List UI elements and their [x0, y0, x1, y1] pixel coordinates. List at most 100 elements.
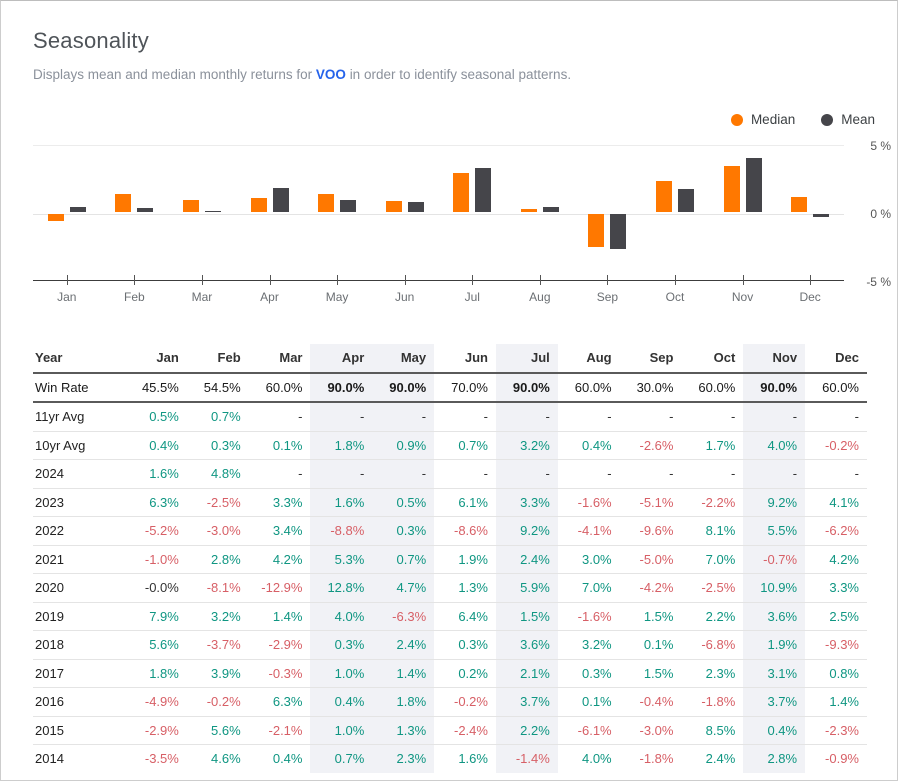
cell: 6.3%: [125, 488, 187, 517]
cell: 1.5%: [619, 659, 682, 688]
cell: 0.3%: [310, 630, 373, 660]
median-bar: [250, 198, 267, 212]
cell: 4.2%: [248, 545, 311, 574]
legend-item-mean[interactable]: Mean: [821, 112, 875, 127]
cell: 0.1%: [557, 687, 620, 717]
x-axis-labels: Jan Feb Mar Apr May Jun Jul Aug Sep Oct Nov Dec: [33, 290, 844, 304]
page-header: Seasonality Displays mean and median mon…: [33, 28, 865, 82]
cell: -3.5%: [144, 751, 179, 766]
cell: -9.6%: [619, 516, 682, 546]
cell: -: [434, 459, 496, 489]
bar-group-jan: [33, 146, 101, 285]
x-tick-label: Jul: [464, 290, 480, 304]
cell: -: [557, 459, 620, 489]
cell: -6.2%: [805, 516, 867, 546]
cell: 60.0%: [248, 372, 311, 403]
mean-bar: [340, 199, 357, 212]
column-header-may: May: [372, 344, 435, 374]
legend-median-label: Median: [750, 112, 796, 127]
cell: -: [248, 402, 311, 432]
cell: 1.8%: [310, 431, 373, 460]
table-row-2020: 2020 -0.0% -8.1% -12.9% 12.8% 4.7% 1.3% 5.9% 7.0…: [33, 573, 867, 603]
mean-bar: [542, 206, 559, 212]
cell: 0.2%: [434, 659, 496, 688]
cell: -0.2%: [805, 431, 867, 460]
median-bar: [791, 197, 808, 212]
cell: -8.6%: [434, 516, 496, 546]
column-header-aug: Aug: [557, 344, 620, 374]
cell: 3.7%: [743, 687, 806, 717]
x-tick-label: Dec: [799, 290, 821, 304]
column-header-nov: Nov: [743, 344, 806, 374]
zero-gridline: [33, 214, 844, 215]
cell: 1.4%: [248, 602, 311, 631]
cell: -: [434, 402, 496, 432]
cell: 3.6%: [495, 630, 558, 660]
mean-dot-icon: [821, 113, 834, 126]
cell: 0.8%: [805, 659, 867, 688]
table-row-2022: 2022 -5.2% -3.0% 3.4% -8.8% 0.3% -8.6% 9.2% -4.1…: [33, 516, 867, 546]
cell: 1.3%: [372, 716, 435, 745]
cell: 4.7%: [372, 573, 435, 603]
cell: -5.1%: [619, 488, 682, 517]
x-tick-label: Aug: [529, 290, 551, 304]
cell: 3.7%: [495, 687, 558, 717]
x-axis-tick: [742, 275, 744, 285]
page-subtitle: Displays mean and median monthly returns…: [33, 67, 865, 82]
bar-group-feb: [101, 146, 169, 285]
cell: 2.4%: [495, 545, 558, 574]
cell: -12.9%: [248, 573, 311, 603]
cell: 1.6%: [458, 751, 488, 766]
median-dot-icon: [730, 113, 743, 126]
median-bar: [182, 199, 199, 212]
table-row-11yr-avg: 11yr Avg 0.5% 0.7% - - - - - - - - - -: [33, 402, 867, 432]
table-row-2015: 2015 -2.9% 5.6% -2.1% 1.0% 1.3% -2.4% 2.2% -6.1%…: [33, 716, 867, 745]
x-tick-label: Jan: [57, 290, 77, 304]
cell: 3.3%: [248, 488, 311, 517]
cell: 3.0%: [557, 545, 620, 574]
mean-bar: [745, 157, 762, 212]
cell: -8.1%: [186, 573, 249, 603]
cell: -: [805, 459, 867, 489]
cell: 4.6%: [211, 751, 241, 766]
cell: 2.5%: [805, 602, 867, 631]
ticker-link[interactable]: VOO: [315, 67, 346, 82]
cell: -2.2%: [681, 488, 744, 517]
x-tick-label: Nov: [731, 290, 754, 304]
table-header: Year Jan Feb Mar Apr May Jun Jul Aug Sep Oct Nov Dec: [33, 344, 867, 374]
cell: -1.6%: [557, 488, 620, 517]
cell: 60.0%: [557, 372, 620, 403]
cell: -0.0%: [125, 573, 187, 603]
bar-group-nov: [709, 146, 777, 285]
table-row-win-rate: Win Rate 45.5% 54.5% 60.0% 90.0% 90.0% 70.0% 90…: [33, 372, 867, 403]
bar-group-sep: [574, 146, 642, 285]
row-label: 2024: [33, 459, 125, 489]
median-bar: [453, 173, 470, 212]
cell: -6.8%: [681, 630, 744, 660]
cell: 5.6%: [125, 630, 187, 660]
mean-bar: [204, 210, 221, 212]
cell: 54.5%: [186, 372, 249, 403]
cell: 0.7%: [434, 431, 496, 460]
legend-item-median[interactable]: Median: [730, 112, 796, 127]
cell: 0.3%: [372, 516, 435, 546]
cell: 1.9%: [434, 545, 496, 574]
x-axis-tick: [472, 275, 474, 285]
cell: -2.1%: [248, 716, 311, 745]
table-row-2019: 2019 7.9% 3.2% 1.4% 4.0% -6.3% 6.4% 1.5% -1.6% 1.…: [33, 602, 867, 631]
x-axis-tick: [674, 275, 676, 285]
table-row-2017: 2017 1.8% 3.9% -0.3% 1.0% 1.4% 0.2% 2.1% 0.3% 1.5…: [33, 659, 867, 688]
cell: -: [248, 459, 311, 489]
mean-bar: [610, 214, 627, 250]
cell: -8.8%: [310, 516, 373, 546]
cell: -3.0%: [619, 716, 682, 745]
cell: -2.9%: [248, 630, 311, 660]
cell: 0.4%: [310, 687, 373, 717]
cell: 1.0%: [310, 659, 373, 688]
cell: 4.0%: [310, 602, 373, 631]
column-header-jun: Jun: [434, 344, 496, 374]
cell: -1.8%: [681, 687, 744, 717]
cell: 0.4%: [125, 431, 187, 460]
median-bar: [318, 193, 335, 212]
cell: -0.2%: [186, 687, 249, 717]
